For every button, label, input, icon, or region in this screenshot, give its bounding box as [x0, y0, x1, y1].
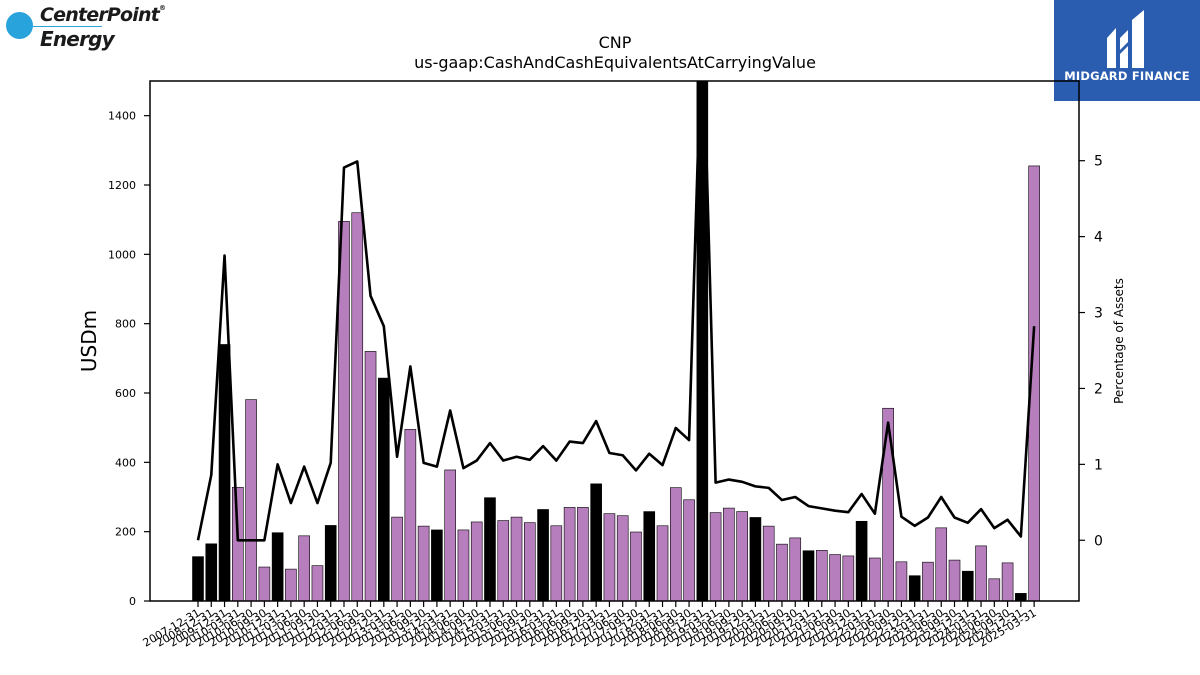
bar-2015-06-30	[510, 516, 523, 601]
bar-2016-03-31	[550, 525, 563, 601]
bar-2019-12-31	[749, 517, 762, 601]
bar-2013-06-30	[404, 429, 417, 601]
y2-tick-label: 0	[1094, 533, 1103, 549]
bar-2012-06-30	[351, 212, 364, 601]
bar-2022-12-31	[908, 575, 921, 601]
y-tick-label: 1000	[108, 248, 136, 261]
centerpoint-logo: CenterPoint® Energy	[6, 4, 166, 54]
bar-2013-03-31	[391, 516, 403, 601]
bar-2016-09-30	[577, 507, 589, 601]
bar-2016-12-31	[590, 483, 602, 601]
y-tick-label: 1400	[108, 110, 136, 123]
bar-2020-09-30	[789, 537, 802, 601]
bar-2013-12-31	[431, 529, 443, 601]
bar-2021-09-30	[842, 555, 855, 601]
bar-series	[192, 81, 1040, 601]
bar-2016-06-30	[563, 507, 576, 601]
y2-tick-label: 2	[1094, 381, 1103, 397]
bar-2025-03-31	[1028, 165, 1040, 601]
bar-2017-09-30	[630, 531, 642, 601]
y2-axis-label: Percentage of Assets	[1112, 278, 1126, 404]
bar-2011-06-30	[298, 535, 310, 601]
bar-2020-06-30	[776, 543, 788, 601]
chart-subtitle: us-gaap:CashAndCashEquivalentsAtCarrying…	[414, 53, 816, 72]
y-tick-label: 600	[115, 387, 136, 400]
midgard-finance-text: MIDGARD FINANCE	[1064, 69, 1190, 83]
bar-2023-09-30	[948, 559, 961, 601]
bar-2022-03-31	[869, 557, 881, 601]
bar-2012-03-31	[338, 221, 350, 601]
bar-2020-12-31	[802, 550, 815, 601]
centerpoint-circle-icon	[6, 12, 33, 39]
plot-frame	[149, 80, 1080, 602]
bar-2021-06-30	[829, 554, 841, 601]
bar-2017-06-30	[616, 515, 629, 601]
bar-2014-03-31	[444, 469, 456, 601]
bar-2014-09-30	[470, 521, 483, 601]
bar-2012-12-31	[378, 377, 390, 601]
centerpoint-logo-line1: CenterPoint®	[40, 4, 166, 26]
bar-2024-09-30	[1001, 562, 1014, 601]
y2-tick-label: 1	[1094, 457, 1103, 473]
y-tick-label: 1200	[108, 179, 136, 192]
y-tick-label: 400	[115, 456, 136, 469]
bar-2015-12-31	[537, 509, 549, 601]
bar-2021-03-31	[815, 550, 828, 601]
x-axis: 2007-12-312008-12-312009-12-312010-03-31…	[141, 601, 1039, 650]
centerpoint-rule	[22, 26, 102, 27]
bar-2018-09-30	[683, 499, 695, 601]
line-series	[196, 81, 1036, 542]
bar-2017-03-31	[603, 513, 616, 601]
bar-2011-03-31	[285, 568, 297, 601]
bar-2010-09-30	[258, 566, 271, 601]
bar-2022-09-30	[895, 561, 908, 601]
bar-2015-09-30	[523, 522, 536, 601]
bar-2008-12-31	[205, 543, 218, 601]
y-tick-label: 0	[129, 595, 136, 608]
y2-tick-label: 4	[1094, 230, 1103, 246]
y-tick-label: 200	[115, 526, 136, 539]
bar-2023-06-30	[935, 527, 948, 601]
bar-2014-06-30	[457, 529, 470, 601]
centerpoint-logo-line2: Energy	[40, 27, 115, 51]
bar-2023-12-31	[961, 570, 974, 601]
bar-2011-09-30	[311, 565, 324, 601]
bar-2023-03-31	[922, 561, 934, 601]
bar-2018-06-30	[669, 487, 682, 601]
bar-2012-09-30	[364, 351, 377, 601]
bar-2013-09-30	[417, 525, 430, 601]
bar-2007-12-31	[192, 556, 204, 601]
bar-2021-12-31	[855, 520, 868, 601]
bar-2019-09-30	[736, 511, 748, 601]
y-axis-right: 0 1 2 3 4 5	[1079, 154, 1103, 549]
bar-2018-03-31	[656, 525, 669, 601]
bar-2014-12-31	[484, 497, 496, 601]
y2-tick-label: 3	[1094, 306, 1103, 322]
bar-2010-03-31	[232, 486, 244, 601]
bar-2017-12-31	[643, 511, 656, 601]
bar-2019-06-30	[723, 507, 735, 601]
bar-2011-12-31	[324, 525, 337, 601]
bar-2022-06-30	[882, 407, 894, 601]
bar-2019-03-31	[709, 512, 722, 601]
bar-2010-06-30	[245, 399, 257, 601]
bar-2024-06-30	[988, 578, 1001, 601]
bar-2020-03-31	[762, 525, 775, 601]
chart-title: CNP	[599, 33, 632, 52]
bar-2010-12-31	[271, 532, 284, 601]
bar-2015-03-31	[497, 520, 510, 601]
midgard-mark-icon	[1107, 10, 1144, 68]
bar-2024-03-31	[975, 545, 987, 601]
y-axis-left: 0 200 400 600 800 1000 1200 1400	[108, 110, 150, 608]
bar-2009-12-31	[218, 344, 231, 601]
y-axis-label: USDm	[77, 310, 101, 372]
y2-tick-label: 5	[1094, 154, 1103, 170]
bar-2024-12-31	[1015, 593, 1027, 601]
pct-assets-line	[196, 81, 1036, 542]
y-tick-label: 800	[115, 318, 136, 331]
